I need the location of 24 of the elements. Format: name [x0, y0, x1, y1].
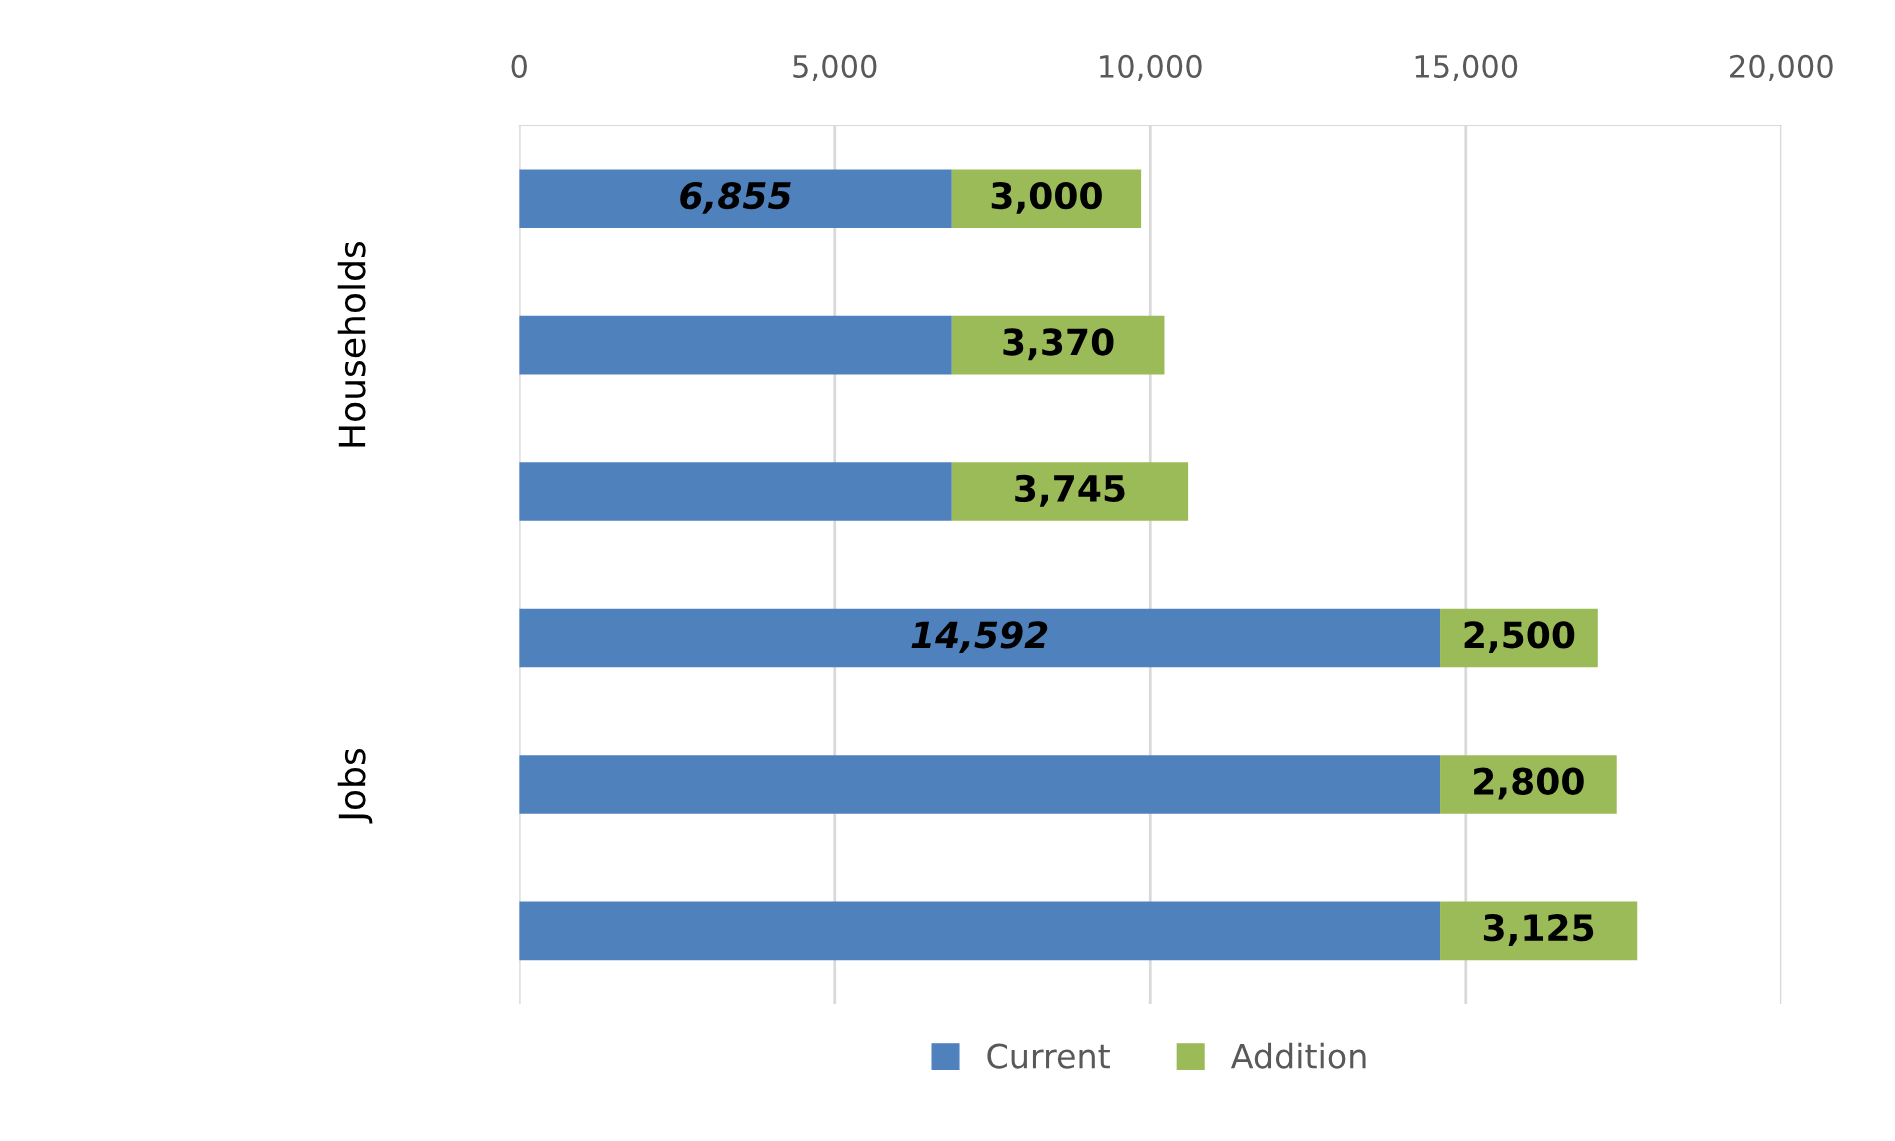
x-tick-label: 15,000	[1415, 54, 1518, 82]
bar	[519, 755, 1441, 814]
data-label: 2,800	[1474, 767, 1584, 800]
text: Jobs	[337, 748, 373, 824]
bar	[519, 901, 1441, 961]
data-label: 14,592	[911, 621, 1048, 654]
data-label: 2,500	[1464, 621, 1575, 654]
bar	[519, 462, 952, 521]
data-label: 3,125	[1483, 914, 1594, 946]
x-tick-label: 10,000	[1100, 54, 1202, 82]
bar	[519, 315, 952, 375]
legend-label: Current	[987, 1043, 1110, 1069]
data-label: 3,745	[1015, 474, 1125, 507]
data-label: 3,370	[1003, 328, 1114, 361]
data-label: 6,855	[680, 181, 791, 214]
x-tick-label: 20,000	[1730, 54, 1833, 82]
bar	[519, 608, 1441, 668]
bar	[951, 462, 1189, 521]
data-label: 3,000	[991, 181, 1102, 214]
x-tick-label: 5,000	[793, 54, 877, 82]
text: Households	[337, 241, 366, 447]
legend-label: Addition	[1230, 1042, 1366, 1069]
x-tick-label: 0	[511, 54, 527, 78]
bar	[519, 169, 952, 229]
